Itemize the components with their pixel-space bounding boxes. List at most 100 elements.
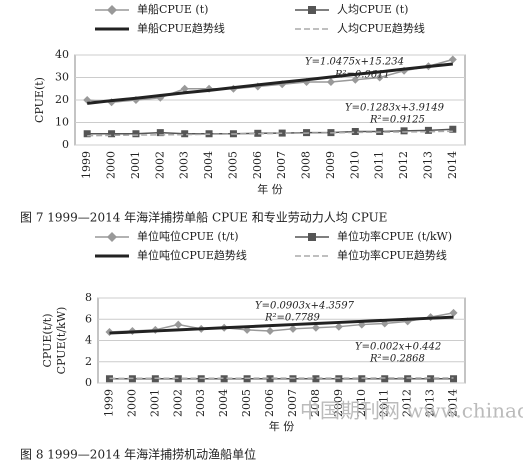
y-tick-label: 30 [55, 71, 69, 84]
point-marker [424, 126, 432, 134]
x-tick-label: 2003 [194, 389, 207, 417]
y-tick-label: 20 [55, 93, 69, 106]
point-marker [180, 84, 189, 93]
y-tick-label: 0 [62, 138, 69, 151]
point-marker [254, 129, 262, 137]
annotation: R²=0.9611 [334, 70, 390, 81]
x-tick-label: 1999 [102, 389, 115, 417]
annotation: R²=0.2868 [369, 354, 425, 365]
legend-label: 单位吨位CPUE (t/t) [137, 229, 239, 243]
x-tick-label: 2010 [355, 389, 368, 417]
x-tick-label: 2014 [447, 389, 460, 417]
point-marker [351, 75, 360, 84]
point-marker [448, 55, 457, 64]
y-tick-label: 2 [85, 355, 92, 368]
y-tick-label: 8 [85, 291, 92, 304]
y-tick-label: 40 [55, 48, 69, 61]
x-tick-label: 2003 [178, 151, 191, 179]
legend-label: 单位吨位CPUE趋势线 [137, 248, 247, 262]
series-line [87, 130, 453, 137]
y-tick-label: 6 [85, 312, 92, 325]
point-marker [311, 323, 320, 332]
point-marker [326, 78, 335, 86]
point-marker [334, 322, 343, 331]
series-line [109, 315, 454, 335]
x-tick-label: 2000 [105, 151, 118, 179]
series-line [109, 312, 454, 333]
y-axis-label: CPUE(t/kW) [55, 307, 68, 375]
legend-label: 单船CPUE (t) [137, 2, 208, 16]
x-axis-label: 年 份 [257, 182, 283, 196]
x-tick-label: 2004 [202, 151, 215, 179]
x-tick-label: 2013 [421, 151, 434, 179]
point-marker [427, 375, 435, 383]
point-marker [449, 125, 457, 133]
x-tick-label: 2002 [153, 151, 166, 179]
x-tick-label: 2001 [148, 389, 161, 417]
point-marker [449, 308, 458, 317]
point-marker [181, 130, 189, 138]
x-tick-label: 2005 [226, 151, 239, 179]
point-marker [220, 375, 228, 383]
x-tick-label: 1999 [80, 151, 93, 179]
annotation: Y=0.002x+0.442 [355, 342, 441, 353]
point-marker [288, 324, 297, 333]
point-marker [266, 326, 275, 335]
y-tick-label: 10 [55, 116, 69, 129]
point-marker [108, 130, 116, 138]
x-tick-label: 2007 [286, 389, 299, 417]
x-tick-label: 2008 [309, 389, 322, 417]
point-marker [400, 127, 408, 135]
x-tick-label: 2007 [275, 151, 288, 179]
x-axis-label: 年 份 [269, 419, 295, 433]
x-tick-label: 2009 [324, 151, 337, 179]
legend-marker [308, 6, 316, 14]
x-tick-label: 2005 [240, 389, 253, 417]
x-tick-label: 2006 [263, 389, 276, 417]
x-tick-label: 2006 [251, 151, 264, 179]
x-tick-label: 2014 [446, 151, 459, 179]
x-tick-label: 2000 [125, 389, 138, 417]
series-line [87, 58, 454, 104]
series-line [87, 62, 453, 105]
legend-label: 单船CPUE趋势线 [137, 21, 225, 35]
point-marker [132, 130, 140, 138]
x-tick-label: 2011 [373, 151, 386, 179]
y-axis-label: CPUE(t/t) [41, 313, 54, 367]
x-tick-label: 2010 [348, 151, 361, 179]
point-marker [156, 129, 164, 137]
legend-label: 人均CPUE趋势线 [337, 21, 425, 35]
x-tick-label: 2009 [332, 389, 345, 417]
x-tick-label: 2008 [300, 151, 313, 179]
caption: 图 8 1999—2014 年海洋捕捞机动渔船单位 [20, 447, 256, 462]
watermark: 中国期刊网 www.chinaqking.com [300, 399, 523, 423]
point-marker [351, 128, 359, 135]
legend-marker [308, 233, 316, 241]
point-marker [266, 375, 274, 383]
x-tick-label: 2004 [217, 389, 230, 417]
x-tick-label: 2012 [397, 151, 410, 179]
x-tick-label: 2002 [171, 389, 184, 417]
annotation: Y=0.0903x+4.3597 [255, 301, 355, 312]
x-tick-label: 2012 [401, 389, 414, 417]
y-axis-label: CPUE(t) [33, 77, 46, 123]
annotation: R²=0.7789 [264, 313, 321, 324]
annotation: R²=0.9125 [369, 115, 425, 126]
legend-label: 单位功率CPUE趋势线 [337, 248, 447, 262]
legend-marker [107, 5, 117, 15]
legend-label: 人均CPUE (t) [337, 3, 408, 16]
point-marker [278, 129, 286, 137]
legend-label: 单位功率CPUE (t/kW) [337, 229, 452, 243]
y-tick-label: 4 [85, 334, 92, 347]
point-marker [174, 320, 183, 329]
annotation: Y=1.0475x+15.234 [305, 57, 404, 68]
point-marker [83, 130, 91, 138]
legend-marker [107, 232, 117, 242]
annotation: Y=0.1283x+3.9149 [345, 103, 445, 114]
point-marker [312, 375, 320, 383]
y-tick-label: 0 [85, 376, 92, 389]
x-tick-label: 2011 [378, 389, 391, 417]
x-tick-label: 2013 [424, 389, 437, 417]
point-marker [375, 73, 384, 82]
